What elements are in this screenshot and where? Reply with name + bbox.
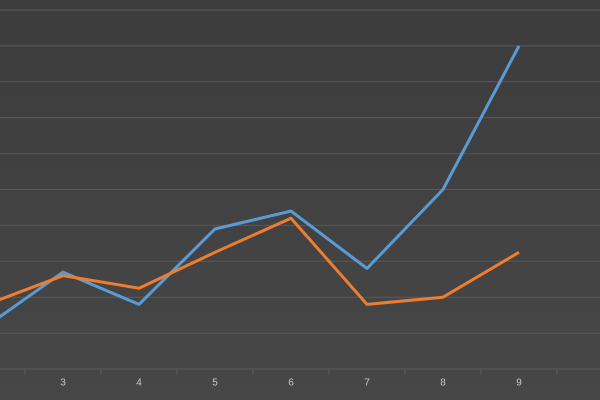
- x-tick-label: 4: [136, 378, 142, 389]
- x-tick-label: 8: [440, 378, 446, 389]
- x-tick-label: 7: [364, 378, 370, 389]
- series-line: [0, 216, 520, 306]
- x-tick-label: 5: [212, 378, 218, 389]
- x-tick-label: 3: [60, 378, 66, 389]
- x-tick-label: 9: [516, 378, 522, 389]
- x-tick-label: 6: [288, 378, 294, 389]
